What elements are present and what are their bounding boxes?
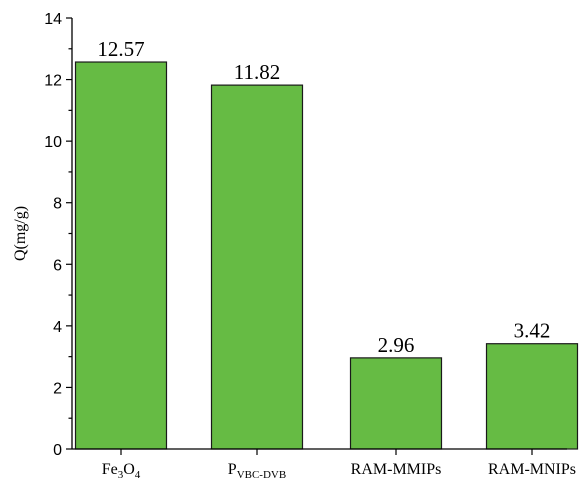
bar-value-label: 3.42 (514, 319, 551, 343)
bar-value-label: 2.96 (378, 333, 415, 357)
y-tick-label: 6 (53, 257, 62, 274)
y-tick-label: 10 (44, 134, 62, 151)
x-tick-label: Fe3O4 (102, 461, 141, 481)
bar-value-label: 12.57 (97, 37, 144, 61)
y-tick-label: 0 (53, 442, 62, 459)
y-tick-label: 14 (44, 11, 62, 28)
bar (349, 357, 443, 450)
bar (74, 61, 168, 450)
y-axis-title: Q(mg/g) (12, 206, 29, 261)
x-tick-label: PVBC-DVB (228, 461, 286, 481)
x-tick-label: RAM-MNIPs (488, 461, 576, 478)
bars (74, 61, 579, 450)
bar (485, 343, 579, 450)
x-tick-label: RAM-MMIPs (351, 461, 442, 478)
y-tick-label: 12 (44, 73, 62, 90)
y-tick-label: 4 (53, 319, 62, 336)
y-axis-ticks: 0 2 4 6 8 10 12 14 (44, 11, 72, 459)
x-axis-labels: Fe3O4 PVBC-DVB RAM-MMIPs RAM-MNIPs (102, 449, 576, 481)
data-labels: 12.57 11.82 2.96 3.42 (97, 37, 550, 357)
bar-value-label: 11.82 (234, 60, 280, 84)
y-tick-label: 2 (53, 380, 62, 397)
y-tick-label: 8 (53, 196, 62, 213)
bar (210, 84, 304, 450)
